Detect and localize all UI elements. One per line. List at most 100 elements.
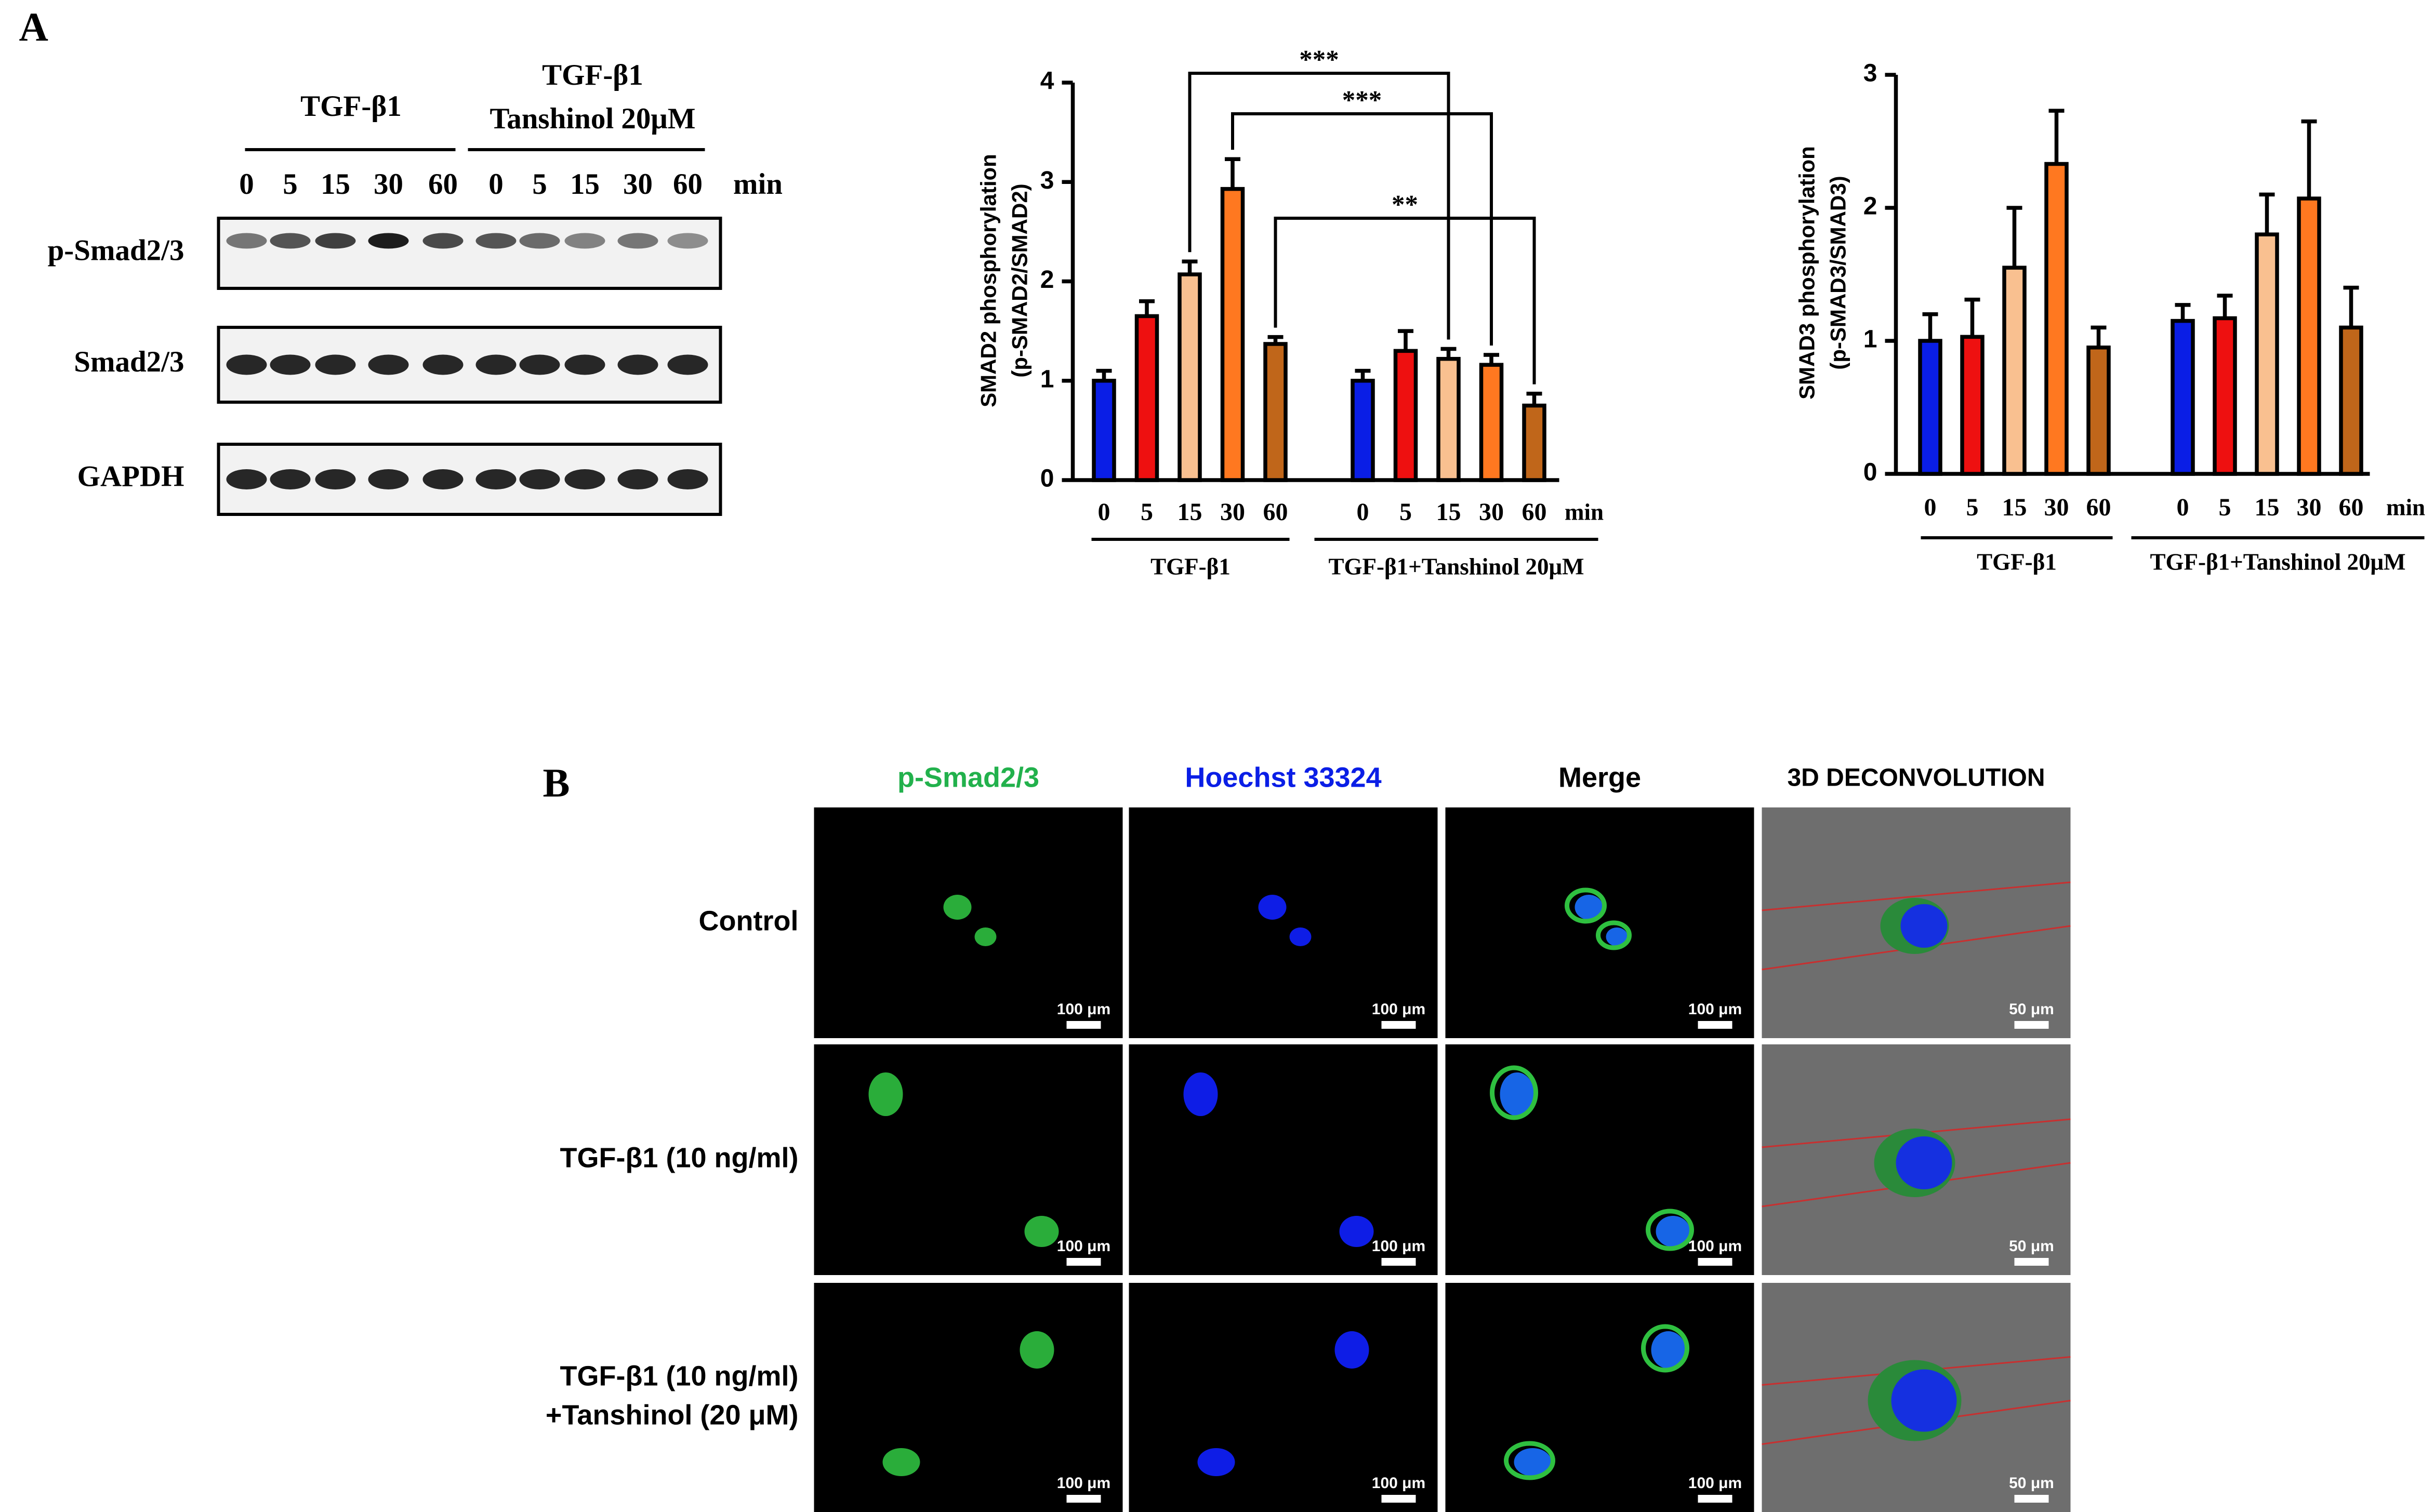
blot-band	[564, 233, 605, 249]
lane-label: 5	[532, 168, 547, 201]
lane-label: 15	[570, 168, 600, 201]
significance-label: ***	[1342, 86, 1382, 115]
cell	[1339, 1216, 1374, 1247]
cell	[1334, 1331, 1369, 1369]
micrograph	[1129, 1044, 1438, 1275]
bar	[1960, 335, 1985, 476]
scale-bar	[1698, 1495, 1732, 1503]
bar	[1134, 314, 1159, 482]
nucleus-3d	[1891, 1369, 1957, 1432]
group-label: TGF-β1+Tanshinol 20μM	[2150, 549, 2405, 575]
lane-label: 15	[321, 168, 350, 201]
group-label: TGF-β1	[300, 90, 402, 123]
micrograph	[814, 1044, 1123, 1275]
bar	[2171, 319, 2195, 476]
blot-band	[475, 469, 517, 489]
cell	[1024, 1216, 1059, 1247]
scale-bar	[1066, 1495, 1101, 1503]
row-label: Control	[699, 905, 799, 936]
cell	[974, 927, 997, 946]
x-tick-label: 30	[2297, 494, 2322, 521]
x-tick-label: 30	[2044, 494, 2069, 521]
lane-label: 0	[488, 168, 504, 201]
bar	[2044, 162, 2069, 476]
column-header: 3D DECONVOLUTION	[1787, 764, 2045, 792]
x-tick-label: 15	[1178, 498, 1202, 526]
x-unit: min	[2386, 494, 2425, 520]
error-bar	[1964, 297, 1980, 337]
x-tick-label: 5	[1399, 498, 1412, 526]
scale-label: 100 μm	[1688, 1001, 1742, 1018]
bar	[2002, 266, 2027, 476]
blot-band	[667, 354, 708, 375]
scale-label: 50 μm	[2009, 1001, 2054, 1018]
error-bar	[1182, 259, 1198, 275]
y-axis-label: SMAD2 phosphorylation	[976, 154, 1001, 407]
scale-bar	[2014, 1495, 2049, 1503]
cell	[1651, 1331, 1686, 1369]
blot-band	[270, 354, 311, 375]
blot-band	[368, 354, 409, 375]
blot-band	[667, 233, 708, 249]
y-tick-label: 0	[1040, 465, 1054, 493]
lane-label: 0	[239, 168, 254, 201]
x-tick-label: 15	[2002, 494, 2027, 521]
group-label: TGF-β1	[542, 59, 643, 91]
scale-bar	[1381, 1021, 1416, 1029]
bar	[1092, 379, 1116, 482]
blot-band	[617, 354, 658, 375]
cell-halo	[1596, 920, 1632, 950]
scale-label: 100 μm	[1057, 1238, 1110, 1255]
micrograph	[1445, 807, 1754, 1038]
bar	[2339, 325, 2363, 476]
x-tick-label: 0	[1357, 498, 1369, 526]
blot-band	[519, 354, 560, 375]
bar	[2213, 316, 2237, 476]
bar	[2086, 346, 2111, 476]
blot-band	[564, 469, 605, 489]
significance-bracket	[1231, 112, 1493, 346]
cell	[1289, 927, 1312, 946]
row-label: p-Smad2/3	[48, 234, 184, 267]
blot-band	[368, 233, 409, 249]
bar	[1393, 349, 1418, 482]
scale-bar	[2014, 1258, 2049, 1266]
error-bar	[2217, 294, 2233, 319]
scale-label: 100 μm	[1057, 1001, 1110, 1018]
cell	[882, 1448, 920, 1476]
column-header: Merge	[1558, 762, 1641, 793]
error-bar	[2175, 303, 2191, 321]
bar	[1479, 363, 1504, 482]
blot-band	[422, 354, 464, 375]
error-bar	[2301, 119, 2317, 199]
x-tick-label: 15	[2255, 494, 2280, 521]
group-label: Tanshinol 20μM	[490, 102, 695, 135]
error-bar	[2048, 109, 2065, 164]
scale-bar	[1381, 1258, 1416, 1266]
blot-frame	[217, 217, 722, 290]
panel-label: A	[19, 4, 48, 49]
blot-band	[315, 233, 356, 249]
blot-band	[270, 233, 311, 249]
error-bar	[2006, 206, 2022, 268]
x-tick-label: 30	[1220, 498, 1245, 526]
x-tick-label: 60	[2339, 494, 2364, 521]
error-bar	[2259, 192, 2275, 235]
cell-halo	[1490, 1065, 1538, 1120]
cell	[1575, 895, 1603, 920]
group-label: TGF-β1	[1977, 549, 2057, 575]
significance-bracket	[1274, 217, 1536, 384]
bar	[1220, 187, 1245, 482]
cell	[1020, 1331, 1054, 1369]
cell-halo	[1504, 1441, 1555, 1480]
scale-bar	[1698, 1021, 1732, 1029]
error-bar	[1267, 335, 1284, 344]
scale-bar	[1066, 1258, 1101, 1266]
cell	[943, 895, 972, 920]
cell-halo	[1646, 1209, 1694, 1251]
y-tick-label: 1	[1040, 365, 1054, 393]
lane-label: 60	[428, 168, 458, 201]
blot-band	[368, 469, 409, 489]
y-tick-label: 2	[1040, 266, 1054, 294]
